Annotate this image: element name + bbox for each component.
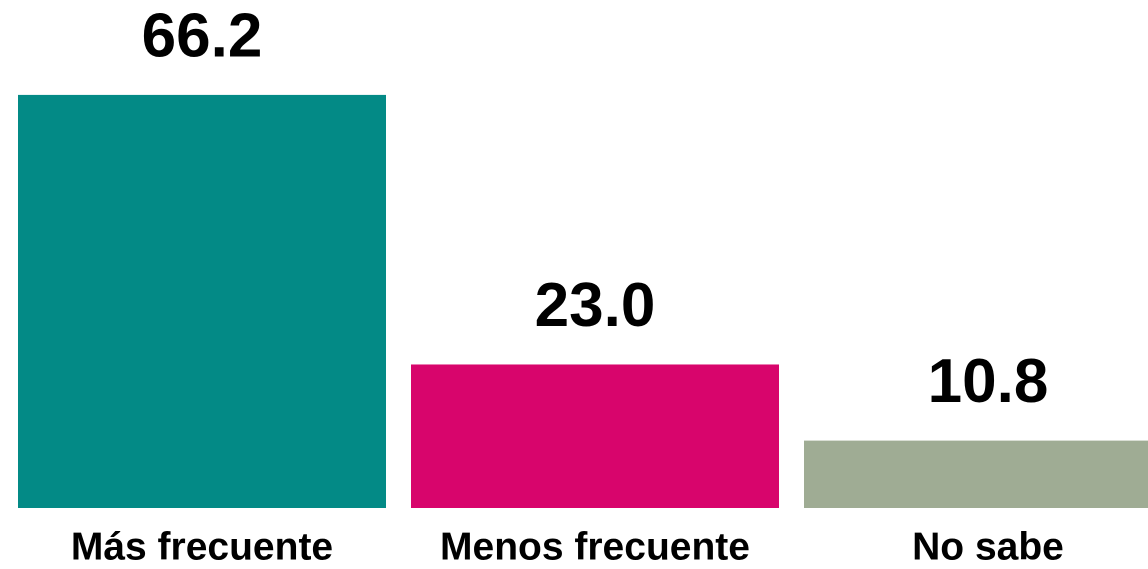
value-label: 66.2 <box>142 1 263 70</box>
category-label: No sabe <box>912 525 1064 568</box>
value-label: 10.8 <box>928 347 1049 416</box>
category-label: Más frecuente <box>71 525 333 568</box>
category-label: Menos frecuente <box>440 525 750 568</box>
bar <box>18 94 386 509</box>
bar <box>411 364 779 508</box>
bar <box>804 440 1148 508</box>
value-label: 23.0 <box>535 271 656 340</box>
